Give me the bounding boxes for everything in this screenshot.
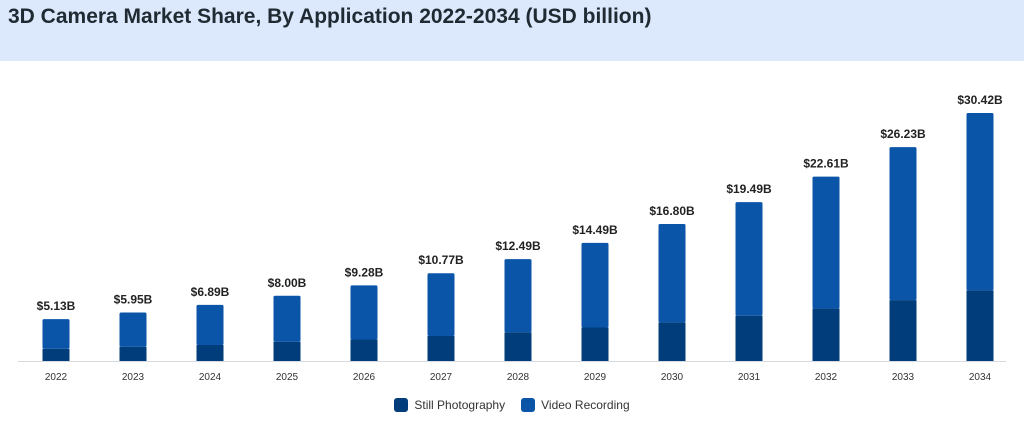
chart-title: 3D Camera Market Share, By Application 2… bbox=[8, 5, 652, 28]
x-tick-label-2022: 2022 bbox=[45, 372, 68, 383]
bar-still-photography-2022[interactable] bbox=[42, 348, 70, 361]
total-label-2032: $22.61B bbox=[803, 157, 849, 171]
bar-still-photography-2026[interactable] bbox=[350, 339, 378, 361]
legend: Still Photography Video Recording bbox=[0, 393, 1024, 417]
bar-video-recording-2034[interactable] bbox=[966, 113, 994, 291]
x-tick-label-2031: 2031 bbox=[738, 372, 761, 383]
bar-video-recording-2032[interactable] bbox=[812, 176, 840, 309]
total-label-2031: $19.49B bbox=[726, 182, 772, 196]
x-tick-label-2032: 2032 bbox=[815, 372, 838, 383]
bar-video-recording-2029[interactable] bbox=[581, 242, 609, 328]
total-label-2034: $30.42B bbox=[957, 93, 1003, 107]
bar-video-recording-2025[interactable] bbox=[273, 295, 301, 342]
bar-still-photography-2033[interactable] bbox=[889, 300, 917, 361]
bar-still-photography-2031[interactable] bbox=[735, 315, 763, 361]
bar-video-recording-2023[interactable] bbox=[119, 312, 147, 347]
x-tick-label-2027: 2027 bbox=[430, 372, 453, 383]
legend-swatch-video-recording bbox=[521, 398, 536, 412]
bar-still-photography-2027[interactable] bbox=[427, 335, 455, 361]
chart-area: $5.13B 2022 $5.95B 2023 $6.89B 2024 $8.00B 2025… bbox=[0, 61, 1024, 422]
bar-video-recording-2022[interactable] bbox=[42, 319, 70, 349]
chart-header: 3D Camera Market Share, By Application 2… bbox=[0, 0, 1024, 61]
bar-video-recording-2033[interactable] bbox=[889, 147, 917, 301]
bar-still-photography-2025[interactable] bbox=[273, 341, 301, 361]
legend-swatch-still-photography bbox=[394, 398, 409, 412]
bar-video-recording-2028[interactable] bbox=[504, 259, 532, 333]
x-tick-label-2033: 2033 bbox=[892, 372, 915, 383]
x-tick-label-2024: 2024 bbox=[199, 372, 222, 383]
x-tick-label-2034: 2034 bbox=[969, 372, 992, 383]
bar-still-photography-2034[interactable] bbox=[966, 290, 994, 361]
legend-item-video-recording[interactable]: Video Recording bbox=[521, 398, 630, 412]
total-label-2027: $10.77B bbox=[418, 253, 464, 267]
bar-still-photography-2028[interactable] bbox=[504, 332, 532, 361]
bar-video-recording-2030[interactable] bbox=[658, 224, 686, 323]
bar-still-photography-2030[interactable] bbox=[658, 322, 686, 361]
total-label-2024: $6.89B bbox=[191, 285, 230, 299]
total-label-2030: $16.80B bbox=[649, 204, 695, 218]
bar-still-photography-2024[interactable] bbox=[196, 344, 224, 361]
x-tick-label-2030: 2030 bbox=[661, 372, 684, 383]
total-label-2022: $5.13B bbox=[37, 299, 76, 313]
total-label-2026: $9.28B bbox=[345, 265, 384, 279]
x-tick-label-2025: 2025 bbox=[276, 372, 299, 383]
legend-label-video-recording: Video Recording bbox=[541, 398, 630, 412]
legend-item-still-photography[interactable]: Still Photography bbox=[394, 398, 505, 412]
bar-video-recording-2026[interactable] bbox=[350, 285, 378, 340]
bar-video-recording-2024[interactable] bbox=[196, 304, 224, 345]
total-label-2033: $26.23B bbox=[880, 127, 926, 141]
bar-video-recording-2031[interactable] bbox=[735, 202, 763, 316]
bar-still-photography-2032[interactable] bbox=[812, 308, 840, 361]
x-tick-label-2023: 2023 bbox=[122, 372, 145, 383]
legend-label-still-photography: Still Photography bbox=[414, 398, 506, 412]
total-label-2023: $5.95B bbox=[114, 292, 153, 306]
x-tick-label-2028: 2028 bbox=[507, 372, 530, 383]
total-label-2029: $14.49B bbox=[572, 223, 618, 237]
bar-video-recording-2027[interactable] bbox=[427, 273, 455, 336]
x-tick-label-2026: 2026 bbox=[353, 372, 376, 383]
x-tick-label-2029: 2029 bbox=[584, 372, 607, 383]
total-label-2025: $8.00B bbox=[268, 276, 307, 290]
bar-still-photography-2029[interactable] bbox=[581, 327, 609, 361]
bar-still-photography-2023[interactable] bbox=[119, 346, 147, 361]
total-label-2028: $12.49B bbox=[495, 239, 541, 253]
bar-chart: $5.13B 2022 $5.95B 2023 $6.89B 2024 $8.00B 2025… bbox=[18, 93, 1006, 383]
